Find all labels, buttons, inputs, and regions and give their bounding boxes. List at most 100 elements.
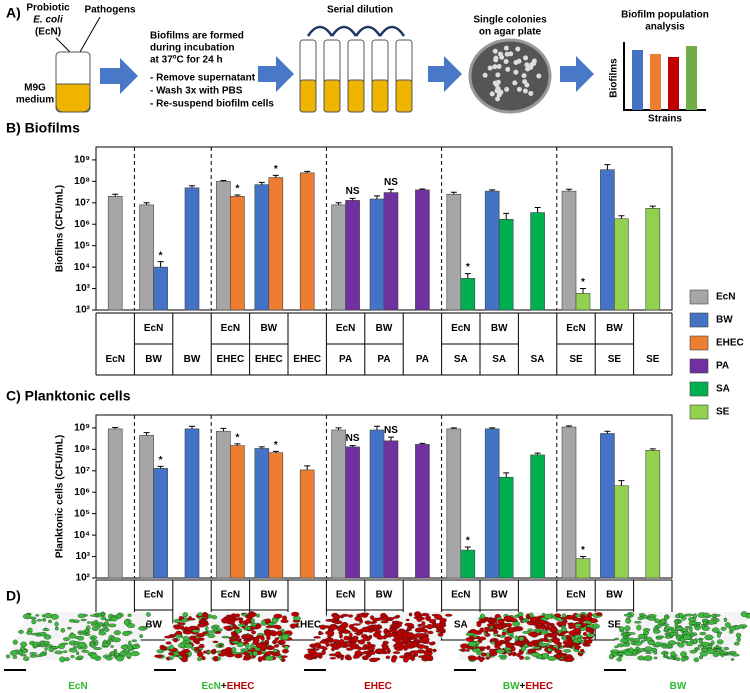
cell-cluster xyxy=(233,634,240,640)
cell-cluster xyxy=(628,647,634,653)
cell-cluster xyxy=(541,613,546,616)
cell-cluster xyxy=(554,613,562,618)
label-part: EHEC xyxy=(364,681,392,692)
cell-cluster xyxy=(272,649,278,653)
cell-cluster xyxy=(573,649,579,652)
bar xyxy=(254,184,270,311)
cell-cluster xyxy=(467,641,477,647)
cell-cluster xyxy=(496,648,505,654)
bar xyxy=(254,448,270,579)
cell-cluster xyxy=(36,618,43,622)
cell-cluster xyxy=(186,627,194,632)
cell-cluster xyxy=(580,648,585,653)
cell-cluster xyxy=(479,657,484,663)
cell-cluster xyxy=(349,632,353,638)
cell-cluster xyxy=(555,617,562,621)
cell-cluster xyxy=(504,615,513,622)
cell-cluster xyxy=(417,623,423,627)
cell-cluster xyxy=(728,625,736,632)
cell-cluster xyxy=(544,614,553,619)
cell-cluster xyxy=(260,637,265,641)
x-tick-label: BW xyxy=(184,354,201,365)
y-tick-label: 10³ xyxy=(76,551,91,562)
cell-cluster xyxy=(465,649,470,652)
cell-cluster xyxy=(421,621,426,626)
cell-cluster xyxy=(489,620,498,624)
cell-cluster xyxy=(91,637,96,642)
dilution-arrow xyxy=(306,25,334,37)
colony xyxy=(536,73,542,79)
cell-cluster xyxy=(653,656,658,660)
cell-cluster xyxy=(692,639,697,645)
cell-cluster xyxy=(668,640,677,646)
error-bar xyxy=(335,427,342,430)
cell-cluster xyxy=(31,619,37,625)
cell-cluster xyxy=(313,652,322,657)
cell-cluster xyxy=(44,613,53,619)
cell-cluster xyxy=(197,612,203,617)
cell-cluster xyxy=(586,624,594,628)
significance: * xyxy=(466,262,470,273)
cell-cluster xyxy=(365,626,373,629)
cell-cluster xyxy=(77,613,86,619)
bar xyxy=(345,200,360,311)
bar xyxy=(484,190,500,311)
cell-cluster xyxy=(177,643,185,648)
cell-cluster xyxy=(409,650,419,654)
image-label: BW xyxy=(670,681,687,692)
cell-cluster xyxy=(733,641,740,646)
error-bar xyxy=(374,195,380,200)
cell-cluster xyxy=(134,643,139,646)
cell-cluster xyxy=(580,640,585,644)
bar xyxy=(460,549,476,579)
cell-cluster xyxy=(35,654,43,658)
arrow xyxy=(100,58,138,94)
cell-cluster xyxy=(226,614,233,617)
cell-cluster xyxy=(644,646,653,652)
cell-cluster xyxy=(586,633,595,638)
cell-cluster xyxy=(637,648,645,652)
cell-cluster xyxy=(232,626,240,630)
cell-cluster xyxy=(48,619,53,624)
cell-cluster xyxy=(563,653,568,659)
cell-cluster xyxy=(169,644,174,650)
cell-cluster xyxy=(255,642,263,648)
cell-cluster xyxy=(78,641,87,648)
cell-cluster xyxy=(404,643,411,649)
y-tick-label: 10³ xyxy=(76,283,91,294)
cell-cluster xyxy=(731,653,740,657)
tube-medium xyxy=(55,83,91,113)
cell-cluster xyxy=(30,632,39,636)
cell-cluster xyxy=(29,654,37,658)
cell-cluster xyxy=(647,640,656,646)
cell-cluster xyxy=(394,626,400,629)
cell-cluster xyxy=(179,616,185,620)
cell-cluster xyxy=(562,617,567,621)
cell-cluster xyxy=(206,630,217,634)
cell-cluster xyxy=(435,630,445,633)
cell-cluster xyxy=(113,630,121,636)
cell-cluster xyxy=(325,630,335,636)
cell-cluster xyxy=(493,630,499,634)
cell-cluster xyxy=(699,632,707,636)
cell-cluster xyxy=(230,617,239,622)
panel-label: A) xyxy=(6,5,21,21)
error-bar xyxy=(534,207,541,213)
colonies xyxy=(482,45,542,102)
cell-cluster xyxy=(166,646,170,650)
cell-cluster xyxy=(156,649,165,654)
cell-cluster xyxy=(504,640,511,645)
cell-cluster xyxy=(182,630,192,635)
legend-swatch xyxy=(689,312,709,328)
cell-cluster xyxy=(711,627,720,633)
cell-cluster xyxy=(698,639,703,644)
cell-cluster xyxy=(544,634,548,639)
x-tick-label: EcN xyxy=(105,354,124,365)
mini-bar xyxy=(668,57,679,110)
cell-cluster xyxy=(131,639,137,642)
cell-cluster xyxy=(697,644,704,648)
cell-cluster xyxy=(485,656,490,660)
cell-cluster xyxy=(197,657,202,662)
significance: * xyxy=(581,545,585,556)
cell-cluster xyxy=(548,633,557,638)
